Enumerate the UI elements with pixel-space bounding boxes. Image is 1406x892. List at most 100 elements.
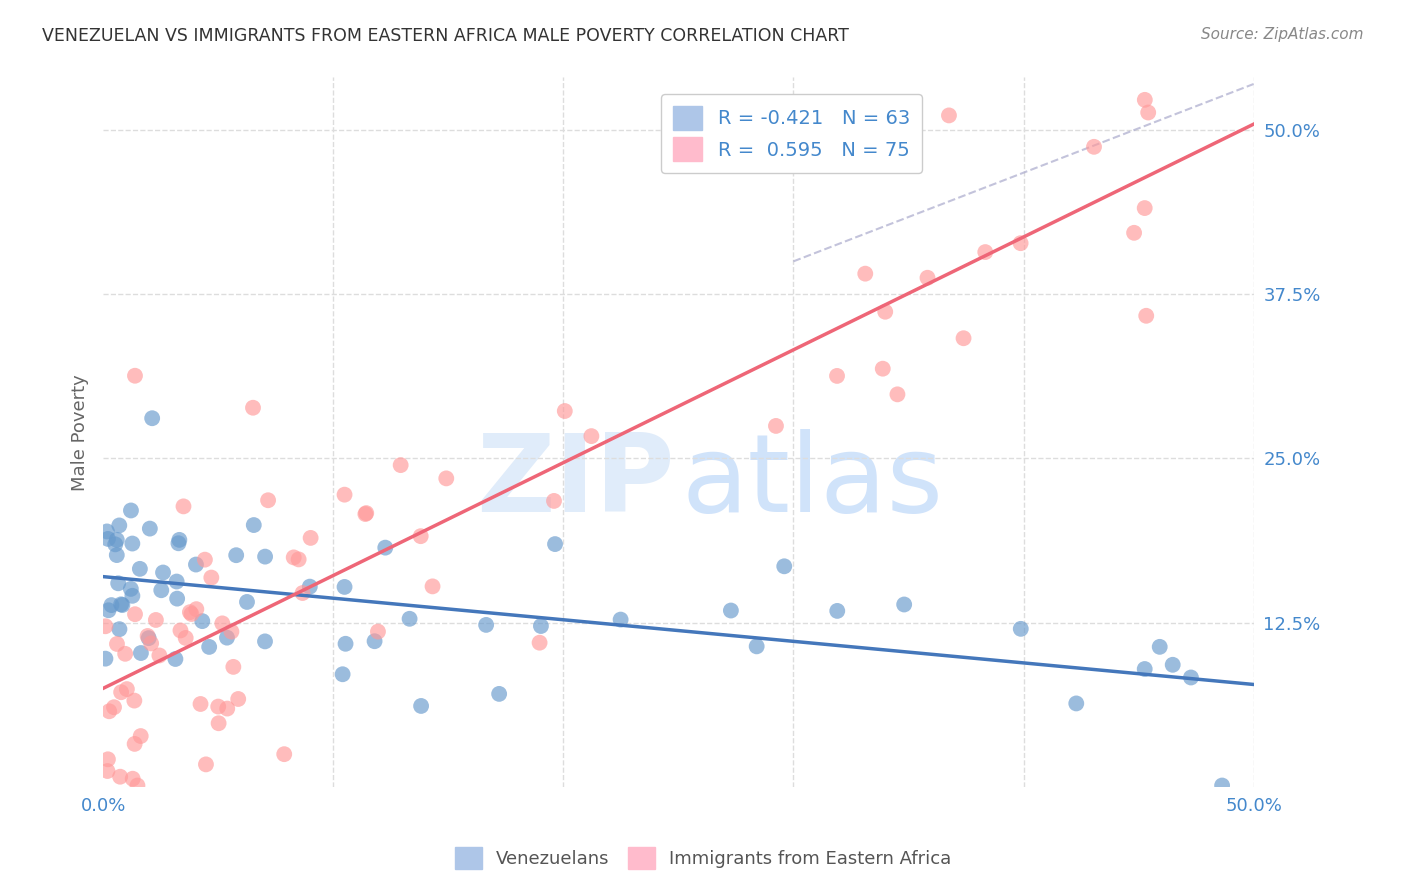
Point bbox=[148, 648, 170, 663]
Point bbox=[332, 667, 354, 681]
Point bbox=[129, 646, 152, 660]
Text: ZIP: ZIP bbox=[477, 429, 675, 535]
Point bbox=[236, 595, 259, 609]
Point bbox=[434, 471, 457, 485]
Point bbox=[115, 682, 138, 697]
Point bbox=[291, 586, 314, 600]
Point bbox=[974, 245, 997, 260]
Point bbox=[221, 624, 243, 639]
Point bbox=[1083, 140, 1105, 154]
Point bbox=[1149, 640, 1171, 654]
Point bbox=[97, 532, 120, 546]
Point bbox=[190, 697, 212, 711]
Point bbox=[283, 550, 305, 565]
Point bbox=[374, 541, 396, 555]
Point bbox=[108, 518, 131, 533]
Point bbox=[217, 701, 239, 715]
Point bbox=[211, 616, 233, 631]
Point bbox=[138, 631, 160, 645]
Point bbox=[166, 574, 188, 589]
Point bbox=[773, 559, 796, 574]
Point bbox=[96, 764, 118, 778]
Point bbox=[94, 651, 117, 665]
Point bbox=[141, 411, 163, 425]
Point bbox=[333, 488, 356, 502]
Point bbox=[1135, 309, 1157, 323]
Point bbox=[215, 631, 238, 645]
Point bbox=[226, 692, 249, 706]
Point bbox=[124, 368, 146, 383]
Point bbox=[105, 533, 128, 547]
Point bbox=[139, 636, 162, 650]
Point bbox=[398, 612, 420, 626]
Point bbox=[1133, 662, 1156, 676]
Point bbox=[96, 524, 118, 539]
Point bbox=[257, 493, 280, 508]
Point bbox=[107, 576, 129, 591]
Point bbox=[1064, 697, 1087, 711]
Point bbox=[169, 533, 191, 547]
Point bbox=[165, 652, 187, 666]
Point bbox=[298, 580, 321, 594]
Point bbox=[917, 270, 939, 285]
Point bbox=[367, 624, 389, 639]
Point bbox=[94, 619, 117, 633]
Point bbox=[825, 368, 848, 383]
Point bbox=[128, 562, 150, 576]
Point bbox=[105, 637, 128, 651]
Point bbox=[108, 622, 131, 636]
Point bbox=[333, 580, 356, 594]
Point bbox=[200, 571, 222, 585]
Point bbox=[1010, 622, 1032, 636]
Point bbox=[543, 494, 565, 508]
Point bbox=[145, 613, 167, 627]
Point bbox=[1010, 236, 1032, 251]
Point bbox=[184, 558, 207, 572]
Point bbox=[1161, 657, 1184, 672]
Point bbox=[124, 737, 146, 751]
Point bbox=[422, 579, 444, 593]
Point bbox=[1133, 93, 1156, 107]
Point bbox=[363, 634, 385, 648]
Point bbox=[100, 598, 122, 612]
Point bbox=[180, 607, 202, 621]
Point bbox=[121, 536, 143, 550]
Point bbox=[544, 537, 567, 551]
Point bbox=[166, 591, 188, 606]
Point bbox=[1137, 105, 1160, 120]
Point bbox=[253, 634, 276, 648]
Point bbox=[174, 631, 197, 645]
Point bbox=[136, 629, 159, 643]
Point bbox=[254, 549, 277, 564]
Legend: R = -0.421   N = 63, R =  0.595   N = 75: R = -0.421 N = 63, R = 0.595 N = 75 bbox=[661, 95, 922, 173]
Point bbox=[411, 698, 433, 713]
Point bbox=[1123, 226, 1146, 240]
Point bbox=[173, 500, 195, 514]
Point bbox=[110, 598, 132, 612]
Point bbox=[124, 607, 146, 622]
Point bbox=[98, 704, 121, 718]
Point bbox=[287, 552, 309, 566]
Point bbox=[475, 618, 498, 632]
Point bbox=[554, 404, 576, 418]
Point bbox=[105, 548, 128, 562]
Point bbox=[179, 605, 201, 619]
Point bbox=[581, 429, 603, 443]
Point bbox=[169, 624, 191, 638]
Point bbox=[530, 619, 553, 633]
Point bbox=[875, 304, 897, 318]
Point bbox=[114, 647, 136, 661]
Point bbox=[186, 602, 208, 616]
Point bbox=[893, 598, 915, 612]
Point bbox=[191, 614, 214, 628]
Point bbox=[150, 583, 173, 598]
Legend: Venezuelans, Immigrants from Eastern Africa: Venezuelans, Immigrants from Eastern Afr… bbox=[447, 839, 959, 876]
Point bbox=[720, 603, 742, 617]
Point bbox=[1211, 779, 1233, 793]
Point bbox=[103, 700, 125, 714]
Text: VENEZUELAN VS IMMIGRANTS FROM EASTERN AFRICA MALE POVERTY CORRELATION CHART: VENEZUELAN VS IMMIGRANTS FROM EASTERN AF… bbox=[42, 27, 849, 45]
Point bbox=[127, 779, 149, 793]
Point bbox=[354, 506, 377, 520]
Point bbox=[863, 131, 886, 145]
Point bbox=[409, 529, 432, 543]
